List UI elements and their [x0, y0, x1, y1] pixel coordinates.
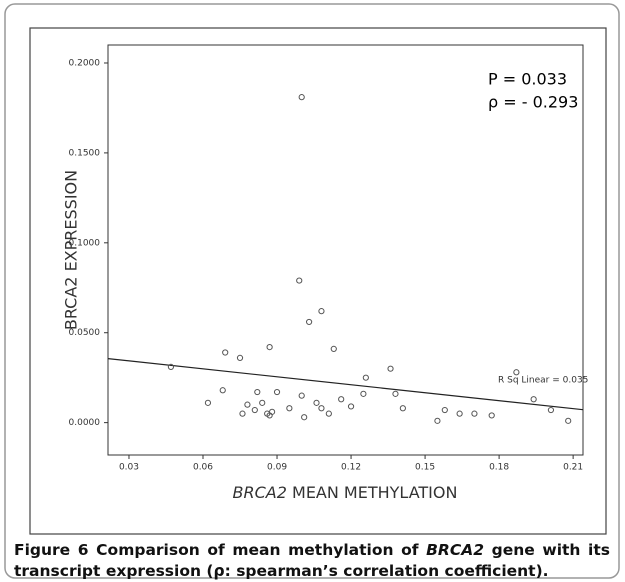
x-tick-label: 0.12 [341, 463, 361, 473]
x-tick-label: 0.18 [489, 463, 509, 473]
point [399, 405, 406, 412]
y-tick-label: 0.1000 [69, 238, 101, 248]
point [298, 94, 305, 101]
x-axis-label-part: MEAN METHYLATION [287, 483, 458, 502]
point [268, 408, 276, 415]
point [362, 374, 369, 381]
y-tick-label: 0.0000 [69, 418, 101, 428]
point [251, 406, 258, 414]
point [298, 392, 305, 399]
point [392, 390, 399, 397]
point [338, 396, 345, 403]
point [306, 318, 313, 326]
point [325, 410, 332, 417]
x-tick-label: 0.15 [415, 463, 435, 473]
point [441, 406, 448, 414]
y-tick-label: 0.1500 [69, 148, 101, 158]
point [456, 410, 463, 417]
point [565, 417, 572, 424]
x-tick-label: 0.03 [119, 463, 139, 473]
point [167, 363, 175, 370]
y-tick-label: 0.2000 [69, 58, 101, 68]
point [222, 349, 229, 356]
point [330, 345, 337, 353]
point [273, 388, 281, 396]
x-tick-label: 0.21 [563, 463, 583, 473]
point [387, 365, 394, 372]
point [313, 399, 320, 406]
point [318, 308, 325, 315]
point [266, 344, 273, 351]
point [434, 417, 441, 424]
point [318, 405, 325, 412]
caption-gene: BRCA2 [426, 541, 485, 559]
x-axis-label-part: BRCA2 [233, 483, 287, 502]
point [204, 399, 212, 406]
point [296, 277, 303, 284]
caption-label: Figure 6 [14, 541, 89, 559]
point [530, 396, 537, 403]
point [301, 414, 308, 421]
frame [4, 3, 620, 579]
point [547, 406, 555, 414]
point [254, 388, 261, 396]
point [286, 405, 293, 412]
fit-line [107, 358, 584, 411]
annotation: ρ = - 0.293 [488, 93, 578, 112]
x-tick-label: 0.09 [267, 463, 287, 473]
point [236, 354, 244, 361]
point [360, 390, 367, 397]
y-axis-label: BRCA2 EXPRESSION [62, 170, 81, 330]
point [259, 399, 266, 406]
annotation: P = 0.033 [488, 70, 567, 89]
caption-text: Comparison of mean methylation of [88, 541, 427, 559]
point [244, 401, 251, 408]
y-tick-label: 0.0500 [69, 328, 101, 338]
chart-box [29, 27, 607, 535]
plot-area [107, 44, 584, 456]
caption: Figure 6 Comparison of mean methylation … [14, 540, 610, 582]
point [347, 403, 355, 410]
x-axis-label: BRCA2 MEAN METHYLATION [233, 483, 458, 502]
point [219, 387, 226, 394]
point [488, 412, 495, 419]
caption-text: gene with its transcript expression (ρ: … [14, 541, 610, 580]
point [239, 410, 246, 417]
point [471, 410, 478, 417]
fit-label: R Sq Linear = 0.035 [498, 376, 588, 386]
x-tick-label: 0.06 [193, 463, 213, 473]
point [513, 369, 520, 376]
